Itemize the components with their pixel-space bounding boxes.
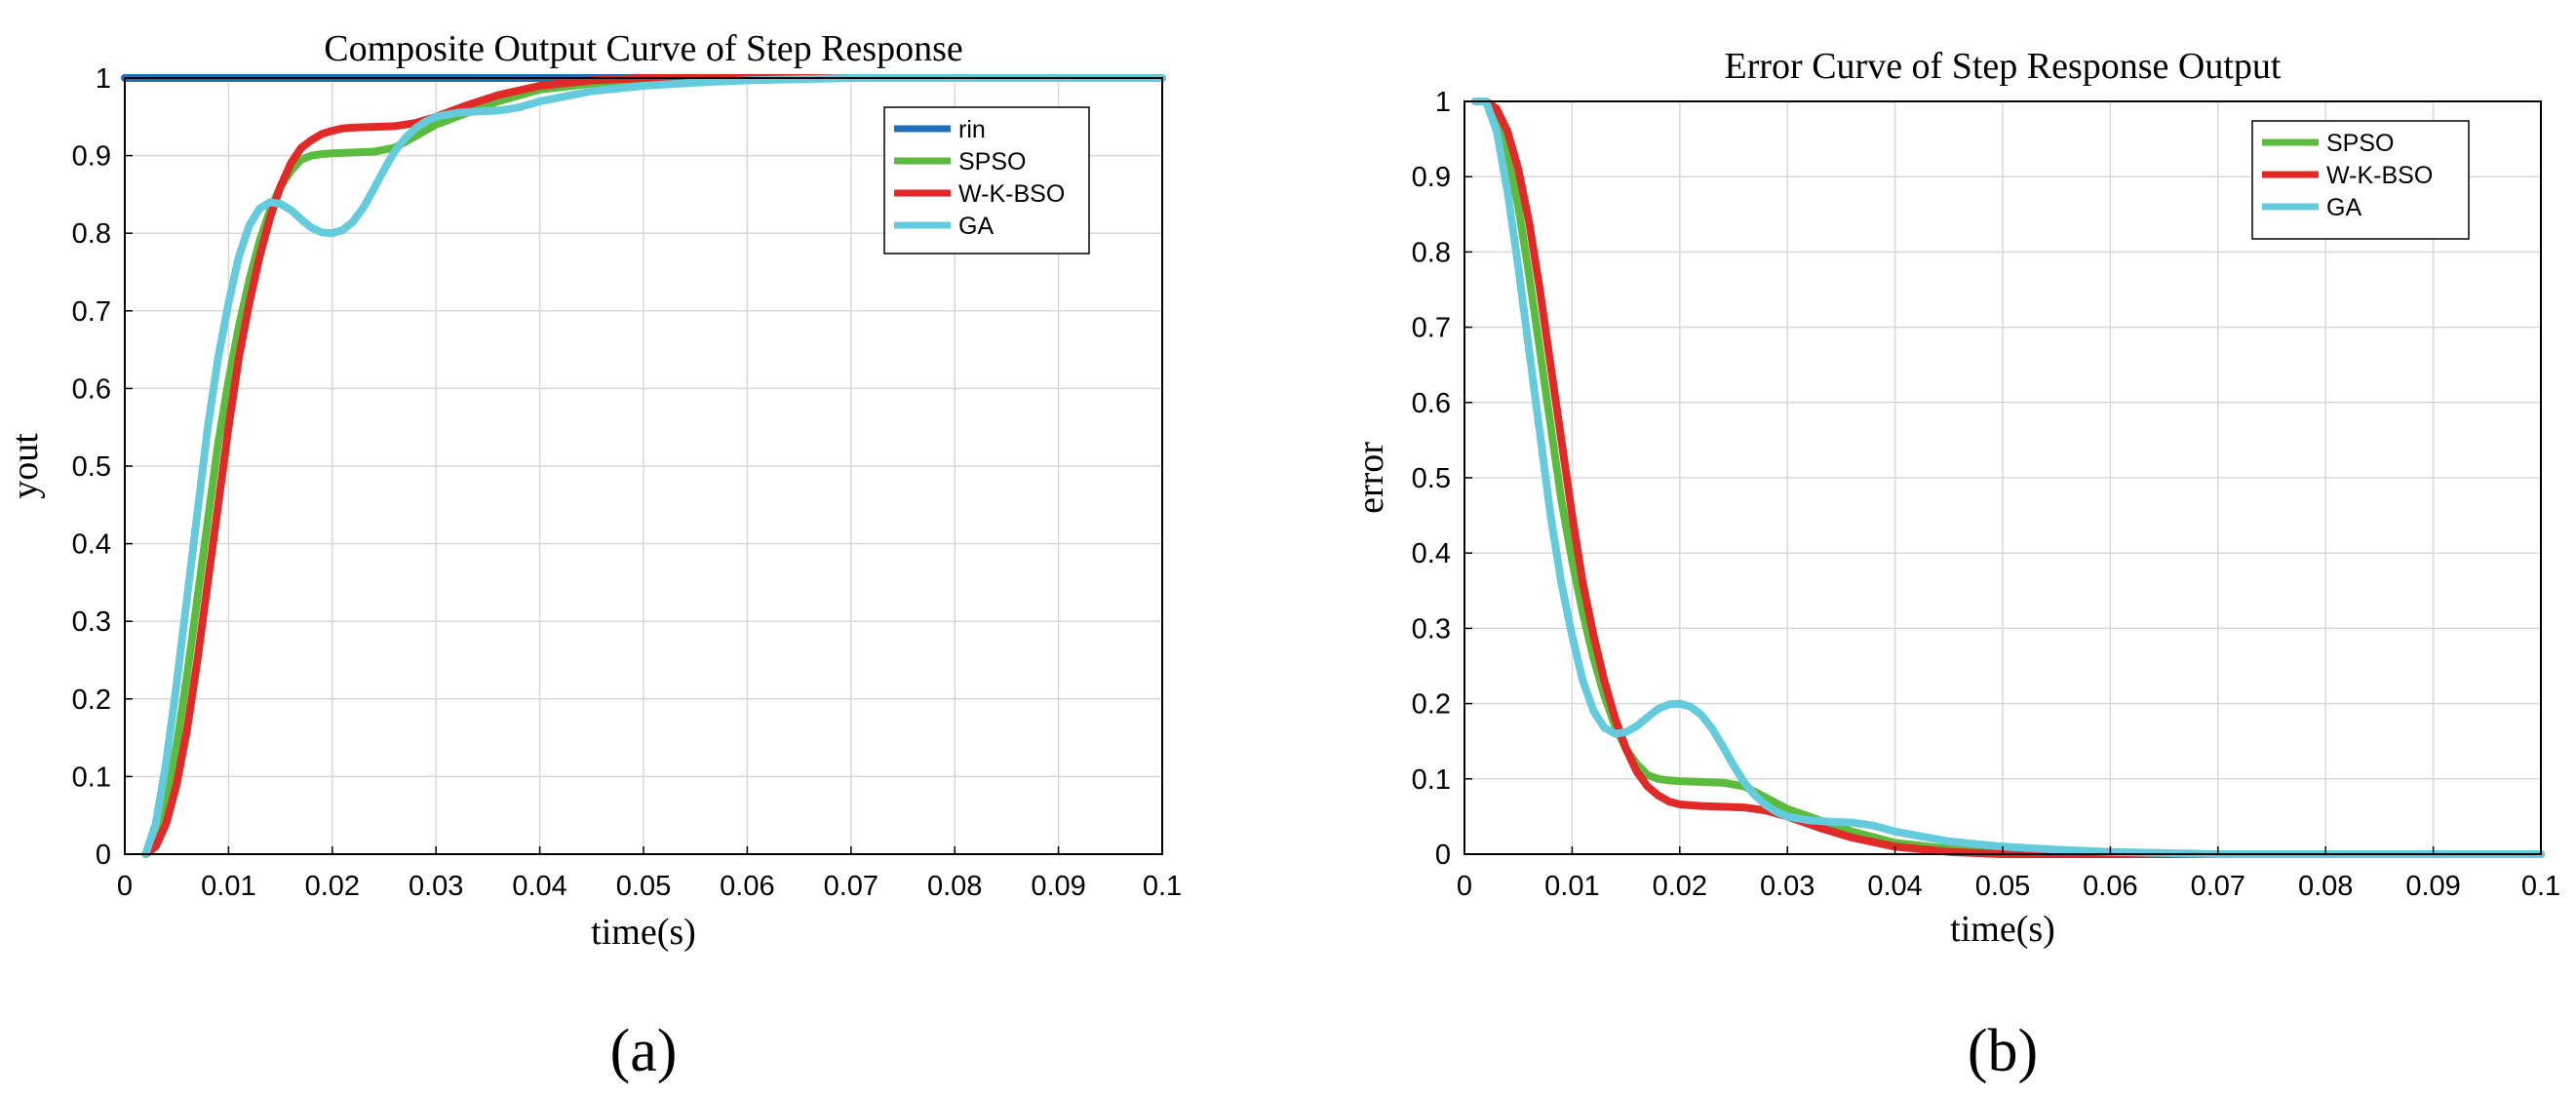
chart-a-series-w-k-bso: [141, 74, 1166, 858]
chart-b-legend-label: W-K-BSO: [2326, 162, 2433, 189]
chart-a-y-tick-label: 1: [96, 63, 111, 95]
chart-a-legend-label: GA: [958, 213, 994, 240]
chart-b-x-tick-label: 0.07: [2191, 871, 2245, 902]
chart-b-x-tick-label: 0.03: [1760, 871, 1815, 902]
chart-b-y-label: error: [1350, 442, 1391, 514]
chart-b-y-tick-label: 0.7: [1412, 313, 1451, 344]
chart-b-y-tick-label: 0.4: [1412, 538, 1451, 569]
chart-b-series-ga: [1471, 98, 2545, 858]
chart-a-x-tick-label: 0.1: [1143, 871, 1182, 902]
chart-a-x-tick-label: 0.01: [201, 871, 255, 902]
chart-b-series: [1471, 98, 2545, 858]
chart-a-y-tick-label: 0.7: [72, 296, 111, 328]
chart-a-legend: rin SPSO W-K-BSO GA: [883, 106, 1090, 254]
chart-b-y-tick-label: 0: [1435, 840, 1451, 871]
chart-b-y-tick-label: 0.5: [1412, 463, 1451, 494]
chart-a-y-tick-label: 0.9: [72, 141, 111, 173]
chart-b-panel-label: (b): [1968, 1018, 2038, 1084]
chart-b-legend-label: GA: [2326, 194, 2361, 221]
chart-a-x-label: time(s): [591, 912, 696, 953]
chart-a-x-tick-label: 0.07: [824, 871, 878, 902]
chart-b-x-tick-label: 0.09: [2405, 871, 2460, 902]
chart-a-x-tick-label: 0.06: [720, 871, 774, 902]
chart-b-x-tick-label: 0.02: [1653, 871, 1707, 902]
chart-b-y-tick-label: 0.9: [1412, 162, 1451, 193]
chart-a-y-tick-label: 0: [96, 840, 111, 871]
chart-b-legend-label: SPSO: [2326, 130, 2394, 157]
chart-b-y-tick-label: 1: [1435, 87, 1451, 118]
chart-a-x-tick-label: 0.02: [305, 871, 360, 902]
chart-a-y-tick-label: 0.1: [72, 762, 111, 793]
chart-b-series-w-k-bso: [1471, 98, 2545, 858]
chart-a-x-tick-label: 0.09: [1031, 871, 1085, 902]
chart-b-title: Error Curve of Step Response Output: [1725, 46, 2282, 87]
chart-b-x-tick-label: 0.04: [1867, 871, 1922, 902]
chart-a-legend-label: SPSO: [958, 148, 1026, 176]
chart-a-y-tick-label: 0.2: [72, 684, 111, 716]
chart-a-legend-label: rin: [958, 116, 986, 143]
chart-a-x-ticks: 0 0.01 0.02 0.03 0.04 0.05 0.06 0.07 0.08 0.09 0.1: [117, 846, 1182, 902]
chart-b-x-tick-label: 0.01: [1544, 871, 1599, 902]
chart-a-panel-label: (a): [610, 1018, 678, 1084]
chart-b-y-tick-label: 0.3: [1412, 613, 1451, 645]
chart-a-x-tick-label: 0.03: [409, 871, 463, 902]
chart-b: 0 0.01 0.02 0.03 0.04 0.05 0.06 0.07 0.08 0.09 0.1…: [1350, 46, 2560, 1084]
chart-a-y-tick-label: 0.3: [72, 606, 111, 638]
chart-a-x-tick-label: 0: [117, 871, 133, 902]
chart-a-y-label: yout: [5, 433, 46, 499]
chart-b-y-tick-label: 0.1: [1412, 764, 1451, 796]
chart-b-y-tick-label: 0.6: [1412, 388, 1451, 419]
chart-a-y-tick-label: 0.6: [72, 373, 111, 405]
chart-a-x-tick-label: 0.05: [616, 871, 671, 902]
chart-a-grid: [125, 78, 1162, 854]
chart-a-x-tick-label: 0.08: [927, 871, 982, 902]
chart-a-x-tick-label: 0.04: [512, 871, 566, 902]
chart-b-x-ticks: 0 0.01 0.02 0.03 0.04 0.05 0.06 0.07 0.08 0.09 0.1: [1457, 846, 2560, 902]
chart-a-legend-label: W-K-BSO: [958, 180, 1065, 208]
chart-b-x-tick-label: 0.08: [2298, 871, 2353, 902]
chart-a-y-ticks: 0 0.1 0.2 0.3 0.4 0.5 0.6 0.7 0.8 0.9 1: [72, 63, 133, 871]
chart-b-x-tick-label: 0.06: [2083, 871, 2137, 902]
chart-a-y-tick-label: 0.8: [72, 218, 111, 250]
chart-b-legend: SPSO W-K-BSO GA: [2251, 120, 2470, 240]
chart-b-y-tick-label: 0.8: [1412, 237, 1451, 268]
chart-b-y-ticks: 0 0.1 0.2 0.3 0.4 0.5 0.6 0.7 0.8 0.9 1: [1412, 87, 1472, 871]
chart-a-y-tick-label: 0.5: [72, 451, 111, 483]
chart-b-x-label: time(s): [1950, 909, 2055, 950]
chart-a: 0 0.01 0.02 0.03 0.04 0.05 0.06 0.07 0.08 0.09 0.1…: [5, 28, 1182, 1084]
chart-a-y-tick-label: 0.4: [72, 529, 111, 561]
chart-a-title: Composite Output Curve of Step Response: [324, 28, 962, 69]
chart-a-series-ga: [141, 74, 1166, 858]
chart-b-x-tick-label: 0.1: [2521, 871, 2560, 902]
chart-b-x-tick-label: 0.05: [1975, 871, 2030, 902]
chart-b-y-tick-label: 0.2: [1412, 689, 1451, 721]
chart-b-x-tick-label: 0: [1457, 871, 1472, 902]
